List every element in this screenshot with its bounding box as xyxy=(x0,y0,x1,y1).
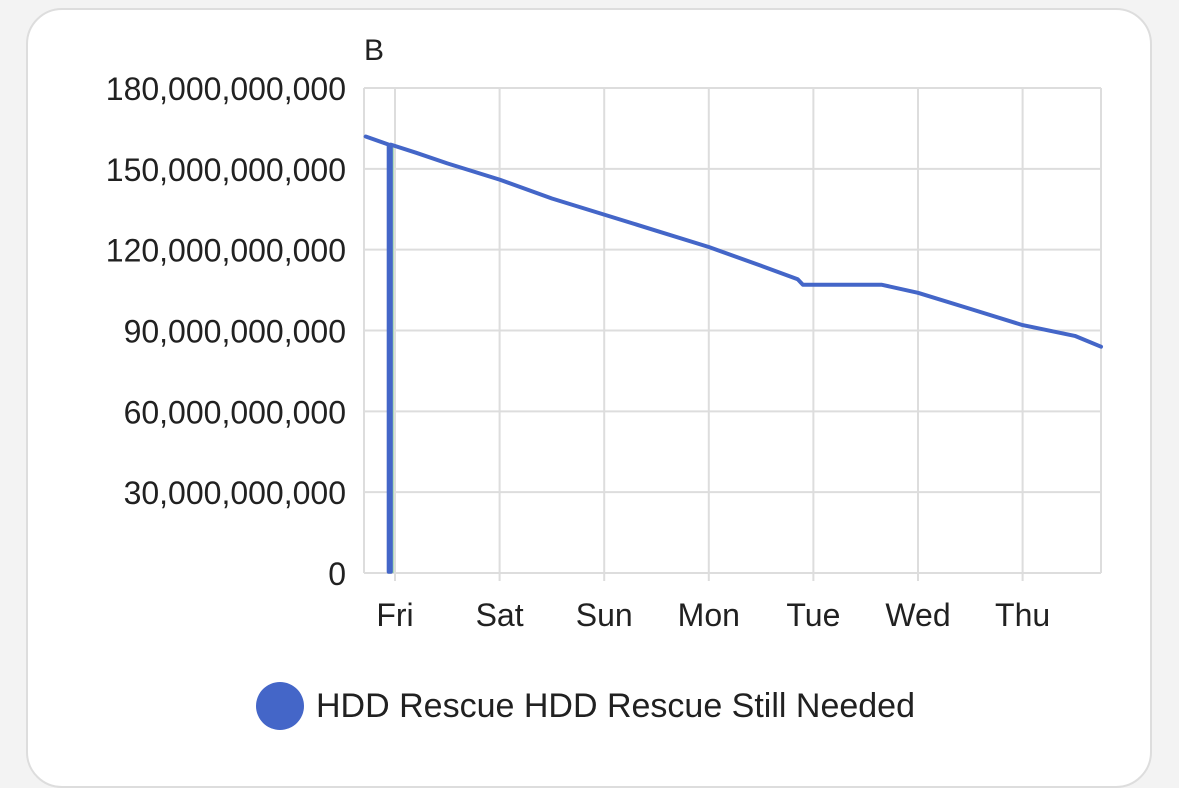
y-tick-label: 90,000,000,000 xyxy=(124,314,346,350)
x-axis: Fri Sat Sun Mon Tue Wed Thu xyxy=(376,597,1050,633)
x-tick-label: Sun xyxy=(576,597,633,633)
y-tick-label: 60,000,000,000 xyxy=(124,394,346,430)
line-chart: 0 30,000,000,000 60,000,000,000 90,000,000,… xyxy=(106,34,1103,633)
y-unit-label: B xyxy=(364,34,384,67)
x-tick-label: Thu xyxy=(995,597,1050,633)
x-tick-label: Wed xyxy=(885,597,950,633)
y-tick-label: 150,000,000,000 xyxy=(106,152,346,188)
legend-label: HDD Rescue HDD Rescue Still Needed xyxy=(316,686,916,725)
grid xyxy=(363,87,1102,581)
legend-swatch xyxy=(256,682,304,730)
y-axis: 0 30,000,000,000 60,000,000,000 90,000,000,… xyxy=(106,71,346,592)
x-tick-label: Tue xyxy=(786,597,840,633)
x-tick-label: Sat xyxy=(476,597,524,633)
x-tick-label: Fri xyxy=(376,597,413,633)
chart-card xyxy=(26,8,1152,788)
legend[interactable]: HDD Rescue HDD Rescue Still Needed xyxy=(256,682,915,730)
x-tick-label: Mon xyxy=(678,597,740,633)
y-tick-label: 0 xyxy=(328,556,346,592)
y-tick-label: 180,000,000,000 xyxy=(106,71,346,107)
y-tick-label: 120,000,000,000 xyxy=(106,233,346,269)
y-tick-label: 30,000,000,000 xyxy=(124,475,346,511)
series-layer xyxy=(363,134,1103,574)
series-line xyxy=(363,134,1103,574)
